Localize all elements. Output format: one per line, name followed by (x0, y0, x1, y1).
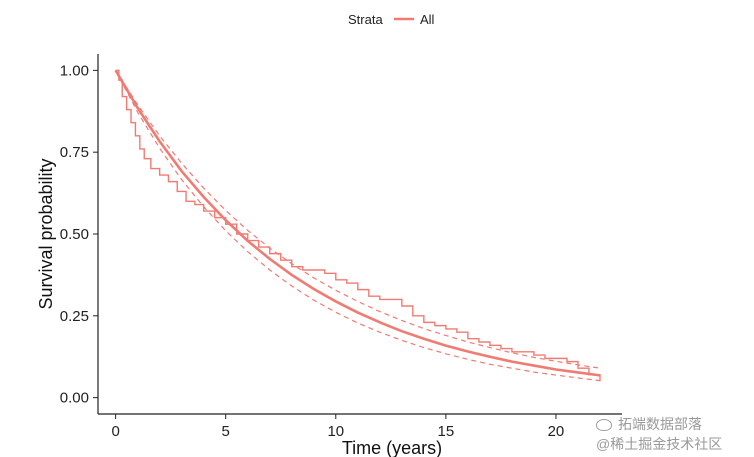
x-tick-label: 10 (327, 423, 344, 440)
x-axis-title: Time (years) (342, 438, 442, 457)
legend-entry-all: All (420, 12, 435, 27)
y-tick-label: 0.25 (60, 308, 89, 325)
watermark-line-2: @稀土掘金技术社区 (596, 436, 723, 452)
y-tick-label: 0.00 (60, 390, 89, 407)
y-tick-label: 0.50 (60, 226, 89, 243)
plot-area (114, 69, 601, 382)
series-upper-95-ci (115, 70, 601, 369)
series-lower-95-ci (115, 70, 601, 382)
wechat-icon (596, 419, 612, 432)
watermark-line-1: 拓端数据部落 (618, 416, 702, 432)
y-tick-label: 1.00 (60, 62, 89, 79)
axes: 0 5 10 15 20 0.00 0.25 0.50 0.75 1.00 (60, 54, 622, 440)
y-tick-label: 0.75 (60, 144, 89, 161)
y-axis-title: Survival probability (36, 158, 56, 309)
legend: Strata All (348, 12, 435, 27)
x-tick-label: 0 (111, 423, 119, 440)
series-exponential-fit (114, 69, 601, 377)
x-tick-label: 5 (222, 423, 230, 440)
x-tick-label: 15 (438, 423, 455, 440)
watermark: 拓端数据部落 @稀土掘金技术社区 (596, 414, 746, 454)
legend-title: Strata (348, 12, 383, 27)
series-kaplan-meier-estimate (115, 69, 601, 382)
x-tick-label: 20 (548, 423, 565, 440)
